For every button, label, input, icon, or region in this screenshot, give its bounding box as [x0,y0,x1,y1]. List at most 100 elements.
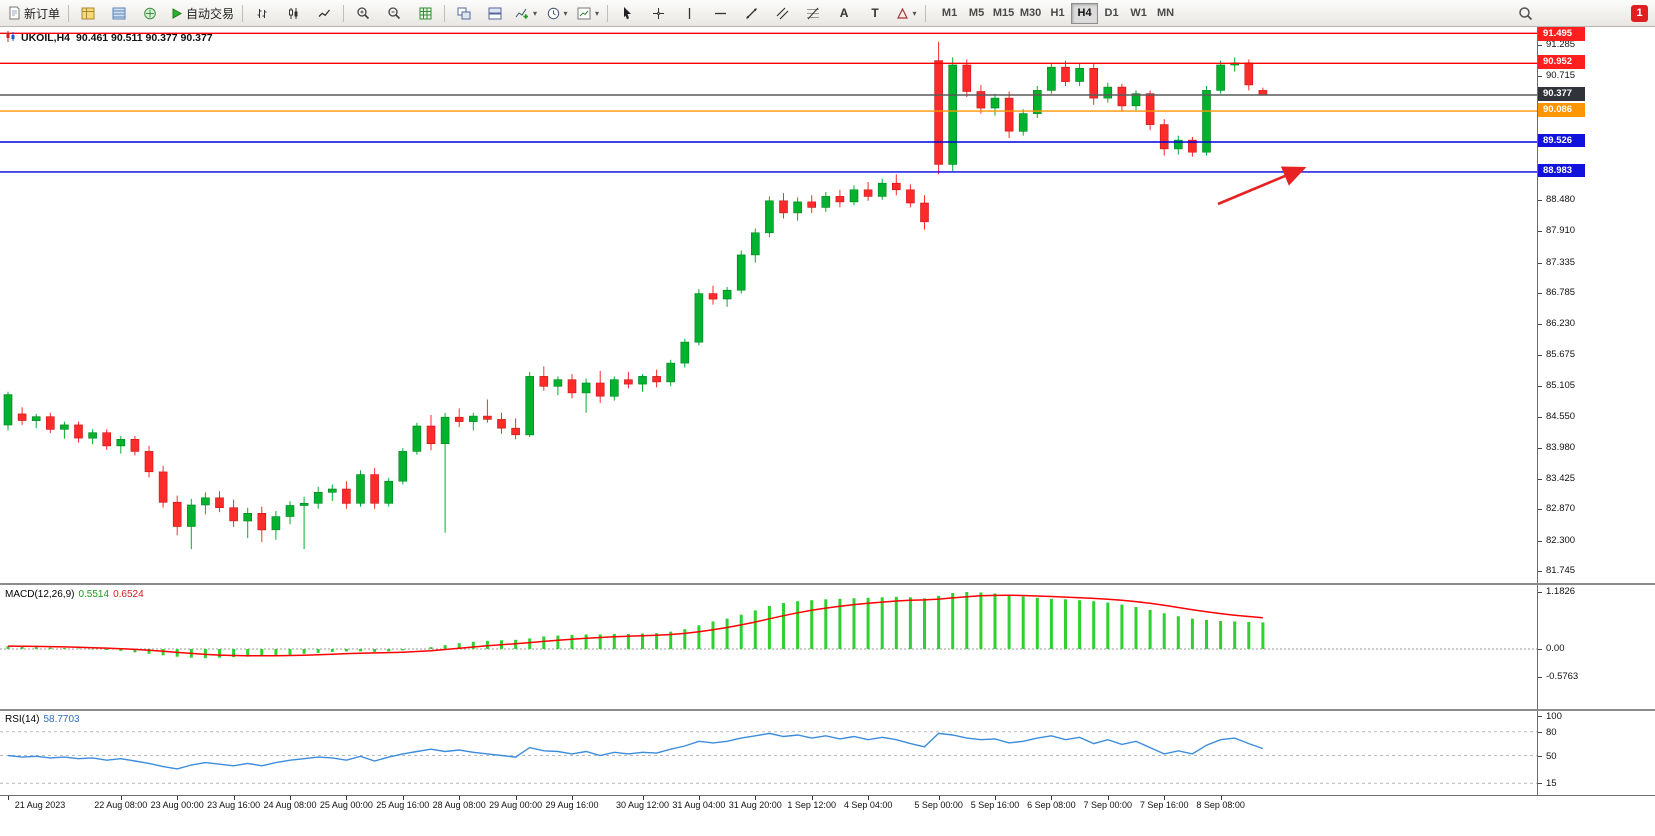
price-tick-label: 91.285 [1546,38,1576,50]
new-order-button[interactable]: 新订单 [4,2,64,24]
candle-body [750,232,760,256]
macd-tick-mark [1538,591,1542,593]
price-scale[interactable]: 91.285 90.715 88.480 87.910 87.335 86.785 86.2… [1537,27,1655,795]
data-window-button[interactable] [104,2,134,24]
time-tick-mark [515,796,517,800]
macd-pane[interactable] [0,585,1538,709]
grid-button[interactable] [410,2,440,24]
candle-body [497,419,506,429]
price-chart-pane[interactable] [0,27,1538,583]
timeframe-W1[interactable]: W1 [1130,7,1147,19]
zoom-out-button[interactable] [379,2,409,24]
pane-divider[interactable] [0,709,1655,711]
tile-windows-button[interactable] [449,2,479,24]
navigator-icon [143,7,157,20]
price-tick-label: 84.550 [1546,410,1576,422]
candle-body [694,293,704,343]
trendline-icon [745,7,758,20]
autotrading-button[interactable]: 自动交易 [166,2,238,24]
zoom-in-button[interactable] [348,2,378,24]
shapes-tool-button[interactable] [891,2,921,24]
search-button[interactable] [1510,2,1540,24]
timeframe-M30[interactable]: M30 [1019,7,1042,19]
candle-body [342,488,351,504]
timeframe-MN[interactable]: MN [1157,7,1175,19]
templates-button[interactable] [573,2,603,24]
candlestick-chart-button[interactable] [278,2,308,24]
periods-button[interactable] [542,2,572,24]
candle-body [158,471,168,503]
candle-body [624,379,633,385]
candle-body [680,341,690,364]
grid-icon [419,7,432,20]
chart-ohlc-values: 90.461 90.511 90.377 90.377 [76,32,213,44]
candle-body [271,516,281,531]
time-tick-label: 6 Sep 08:00 [1027,800,1076,810]
timeframe-M1[interactable]: M1 [941,7,958,19]
label-tool-button[interactable]: T [860,2,890,24]
rsi-axis-label: 15 [1546,778,1557,790]
trendline-tool-button[interactable] [736,2,766,24]
time-tick-mark [1164,796,1166,800]
price-tick-mark [1538,231,1542,233]
timeframe-M5[interactable]: M5 [968,7,985,19]
timeframe-M15[interactable]: M15 [992,7,1015,19]
time-tick-label: 1 Sep 12:00 [787,800,836,810]
timeframe-toolbar: M1 M5 M15 M30 H1 H4 D1 W1 MN [936,2,1179,24]
channel-tool-button[interactable] [767,2,797,24]
candle-body [1047,66,1056,91]
indicators-button[interactable] [511,2,541,24]
time-tick-mark [120,796,122,800]
candle-body [835,196,845,203]
timeframe-H4[interactable]: H4 [1071,2,1099,24]
candle-body [1145,93,1155,125]
text-tool-button[interactable]: A [829,2,859,24]
candle-body [539,376,549,387]
fibonacci-tool-button[interactable] [798,2,828,24]
candle-body [863,189,873,197]
candlestick-chart[interactable] [0,27,1538,583]
horizontal-line-tool-button[interactable] [705,2,735,24]
rsi-axis-label: 100 [1546,711,1562,722]
cascade-windows-button[interactable] [480,2,510,24]
market-watch-button[interactable] [73,2,103,24]
bar-chart-button[interactable] [247,2,277,24]
cursor-tool-button[interactable] [612,2,642,24]
time-tick-label: 7 Sep 16:00 [1139,800,1189,810]
timeframe-H1[interactable]: H1 [1050,7,1065,19]
rsi-pane[interactable] [0,711,1538,795]
price-tick-label: 81.745 [1546,565,1576,577]
vertical-line-tool-button[interactable] [674,2,704,24]
crosshair-tool-button[interactable] [643,2,673,24]
time-tick-label: 25 Aug 00:00 [319,800,373,810]
candle-body [891,182,901,191]
price-tag-90.952: 90.952 [1538,55,1585,69]
macd-signal-line [7,594,1263,657]
fibonacci-icon [806,7,820,20]
candle-body [595,382,605,397]
pane-divider[interactable] [0,583,1655,585]
time-tick-label: 29 Aug 00:00 [489,800,543,810]
price-tick-mark [1538,509,1542,511]
rsi-chart [0,731,1538,784]
rsi-axis-label: 80 [1546,726,1557,738]
price-tick-mark [1538,571,1542,573]
cursor-icon [621,6,633,20]
timeframe-D1[interactable]: D1 [1104,7,1119,19]
candle-body [708,293,718,300]
time-tick-mark [459,796,461,800]
candle-body [807,201,817,208]
time-tick-label: 4 Sep 04:00 [843,800,893,810]
annotation-arrow[interactable] [1217,166,1307,206]
candlestick-icon [287,7,300,20]
time-axis[interactable]: 21 Aug 2023 22 Aug 08:00 23 Aug 00:00 23 Au… [0,795,1655,836]
channel-icon [776,7,789,20]
candle-body [172,501,182,527]
price-tag-90.086: 90.086 [1538,103,1585,117]
candle-body [652,376,661,383]
notification-badge[interactable]: 1 [1631,4,1648,22]
navigator-button[interactable] [135,2,165,24]
price-tick-mark [1538,448,1542,450]
line-chart-button[interactable] [309,2,339,24]
